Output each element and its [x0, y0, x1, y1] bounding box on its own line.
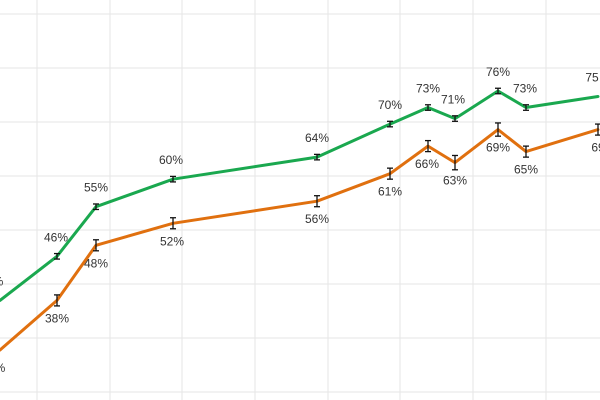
error-bar [93, 203, 99, 211]
data-label: % [0, 274, 4, 288]
data-label: 70% [378, 98, 402, 112]
data-label: 69% [486, 141, 510, 155]
data-label: 76% [486, 65, 510, 79]
error-bar [170, 217, 176, 230]
error-bar [523, 145, 529, 158]
error-bar [495, 87, 501, 95]
error-bar [54, 252, 60, 260]
data-label: 63% [443, 174, 467, 188]
data-labels: %46%55%60%64%70%73%71%76%73%75%38%48%52%… [0, 65, 600, 375]
error-bar [425, 104, 431, 111]
error-bar [93, 239, 99, 252]
series-1 [0, 87, 600, 302]
error-bar [523, 104, 529, 111]
data-label: 71% [441, 93, 465, 107]
error-bar [425, 139, 431, 153]
data-label: 46% [44, 230, 68, 244]
error-bar [170, 175, 176, 183]
data-label: % [0, 361, 6, 375]
error-bar [452, 115, 458, 122]
data-label: 64% [305, 131, 329, 145]
data-label: 48% [84, 256, 108, 270]
series-2 [0, 122, 600, 352]
error-bar [314, 153, 320, 161]
data-label: 55% [84, 181, 108, 195]
data-label: 66% [415, 157, 439, 171]
series-line [0, 128, 600, 352]
error-bar [495, 122, 501, 137]
error-bar [595, 123, 600, 136]
data-label: 38% [45, 311, 69, 325]
data-label: 65% [514, 163, 538, 177]
data-label: 61% [378, 185, 402, 199]
data-label: 73% [513, 82, 537, 96]
data-label: 56% [305, 212, 329, 226]
error-bar [452, 154, 458, 171]
error-bar [314, 195, 320, 208]
error-bar [387, 120, 393, 128]
data-label: 69 [591, 141, 600, 155]
data-label: 73% [416, 82, 440, 96]
data-label: 60% [159, 153, 183, 167]
error-bar [387, 167, 393, 180]
error-bar [54, 294, 60, 307]
data-label: 52% [160, 234, 184, 248]
series-layer [0, 87, 600, 352]
data-label: 75 [585, 71, 599, 85]
